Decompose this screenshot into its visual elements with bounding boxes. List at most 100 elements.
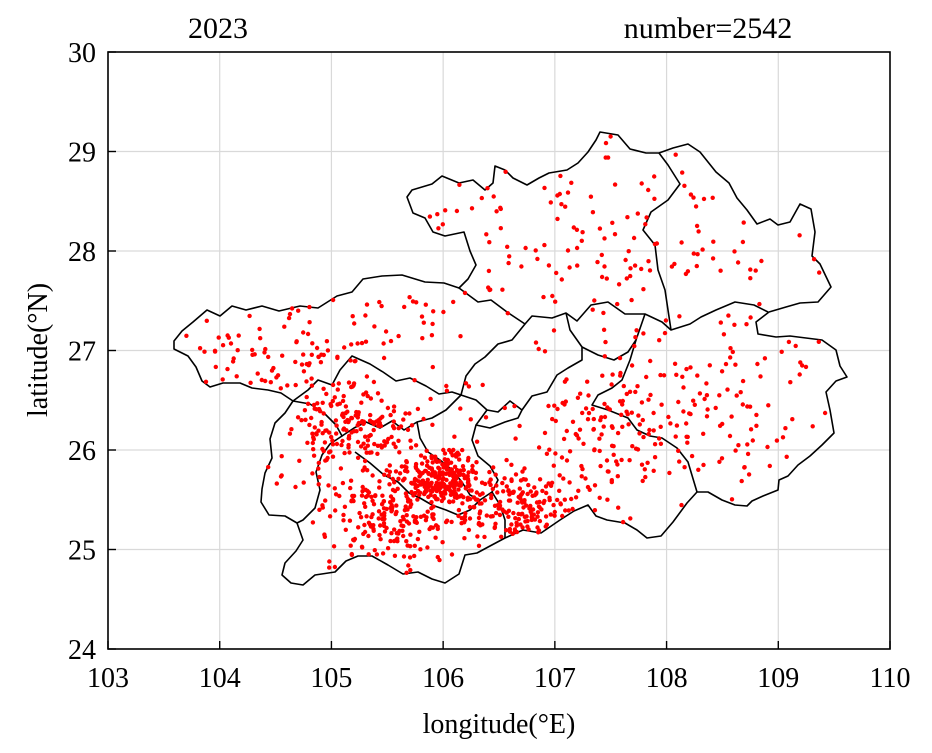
data-point bbox=[334, 441, 340, 447]
data-point bbox=[601, 310, 606, 316]
data-point bbox=[652, 174, 657, 179]
data-point bbox=[418, 471, 424, 476]
data-point bbox=[465, 458, 471, 463]
data-point bbox=[758, 374, 763, 379]
data-point bbox=[316, 482, 321, 487]
data-point bbox=[289, 427, 294, 432]
data-point bbox=[425, 509, 430, 514]
data-point bbox=[644, 374, 649, 380]
data-point bbox=[421, 320, 426, 325]
data-point bbox=[379, 398, 384, 403]
data-point bbox=[457, 472, 462, 477]
y-axis-label: latitude(°N) bbox=[23, 283, 54, 417]
data-point bbox=[412, 378, 417, 383]
data-point bbox=[363, 434, 368, 439]
data-point bbox=[755, 361, 760, 367]
data-point bbox=[621, 383, 626, 389]
data-point bbox=[701, 431, 706, 436]
data-point bbox=[368, 522, 373, 527]
data-point bbox=[559, 455, 565, 460]
data-point bbox=[371, 427, 376, 433]
data-point bbox=[390, 505, 395, 510]
data-point bbox=[619, 457, 624, 463]
data-point bbox=[567, 480, 572, 485]
data-point bbox=[377, 485, 382, 490]
data-point bbox=[548, 512, 553, 517]
data-point bbox=[424, 448, 429, 453]
data-point bbox=[366, 552, 371, 557]
data-point bbox=[413, 490, 418, 496]
data-point bbox=[592, 298, 597, 303]
data-point bbox=[459, 516, 464, 521]
data-point bbox=[567, 265, 572, 270]
data-point bbox=[742, 465, 747, 470]
data-point bbox=[528, 509, 533, 514]
inner-boundary-8 bbox=[296, 435, 343, 524]
data-point bbox=[705, 407, 710, 412]
data-point bbox=[533, 340, 539, 345]
data-point bbox=[635, 447, 641, 452]
data-point bbox=[310, 471, 315, 476]
data-point bbox=[316, 406, 322, 412]
data-point bbox=[275, 373, 281, 378]
data-point bbox=[717, 393, 722, 398]
data-point bbox=[591, 426, 596, 432]
data-point bbox=[440, 222, 445, 227]
data-point bbox=[401, 554, 407, 559]
data-point bbox=[528, 489, 533, 494]
data-point bbox=[563, 204, 568, 209]
data-point bbox=[597, 436, 602, 441]
data-point bbox=[383, 329, 389, 334]
data-point bbox=[525, 491, 530, 497]
data-point bbox=[599, 252, 604, 258]
data-point bbox=[592, 483, 598, 488]
data-point bbox=[461, 467, 466, 473]
data-point bbox=[311, 437, 316, 442]
data-point bbox=[384, 506, 389, 512]
x-tick-label: 109 bbox=[757, 663, 799, 694]
data-point bbox=[299, 362, 305, 367]
data-point bbox=[614, 459, 619, 464]
data-point bbox=[413, 518, 418, 524]
data-point bbox=[225, 366, 230, 372]
data-point bbox=[420, 481, 425, 486]
y-tick-label: 26 bbox=[68, 436, 96, 467]
data-point bbox=[328, 402, 333, 407]
data-point bbox=[620, 519, 626, 525]
data-point bbox=[437, 557, 442, 563]
data-point bbox=[551, 463, 556, 468]
data-point bbox=[558, 502, 563, 507]
data-point bbox=[274, 481, 279, 486]
data-point bbox=[315, 401, 320, 406]
data-point bbox=[570, 419, 576, 424]
data-point bbox=[748, 267, 753, 272]
data-point bbox=[603, 140, 609, 146]
data-point bbox=[412, 543, 417, 548]
data-point bbox=[457, 457, 462, 462]
data-point bbox=[371, 526, 376, 532]
data-point bbox=[652, 241, 658, 247]
data-point bbox=[399, 523, 404, 528]
data-point bbox=[701, 462, 706, 468]
data-point bbox=[502, 476, 507, 481]
data-point bbox=[340, 480, 346, 486]
data-point bbox=[368, 396, 374, 401]
data-point bbox=[341, 393, 346, 399]
data-point bbox=[305, 440, 310, 445]
data-point bbox=[279, 454, 284, 459]
data-point bbox=[817, 270, 822, 275]
data-point bbox=[395, 539, 400, 544]
data-point bbox=[381, 521, 387, 526]
data-point bbox=[456, 468, 461, 474]
data-point bbox=[262, 350, 267, 355]
data-point bbox=[505, 244, 510, 249]
data-point bbox=[624, 391, 629, 397]
data-point bbox=[662, 330, 668, 336]
data-point bbox=[704, 381, 709, 386]
data-point bbox=[330, 398, 335, 404]
data-point bbox=[319, 419, 324, 425]
data-point bbox=[448, 492, 454, 497]
data-point bbox=[409, 502, 414, 507]
data-point bbox=[344, 428, 349, 433]
data-point bbox=[536, 346, 541, 352]
